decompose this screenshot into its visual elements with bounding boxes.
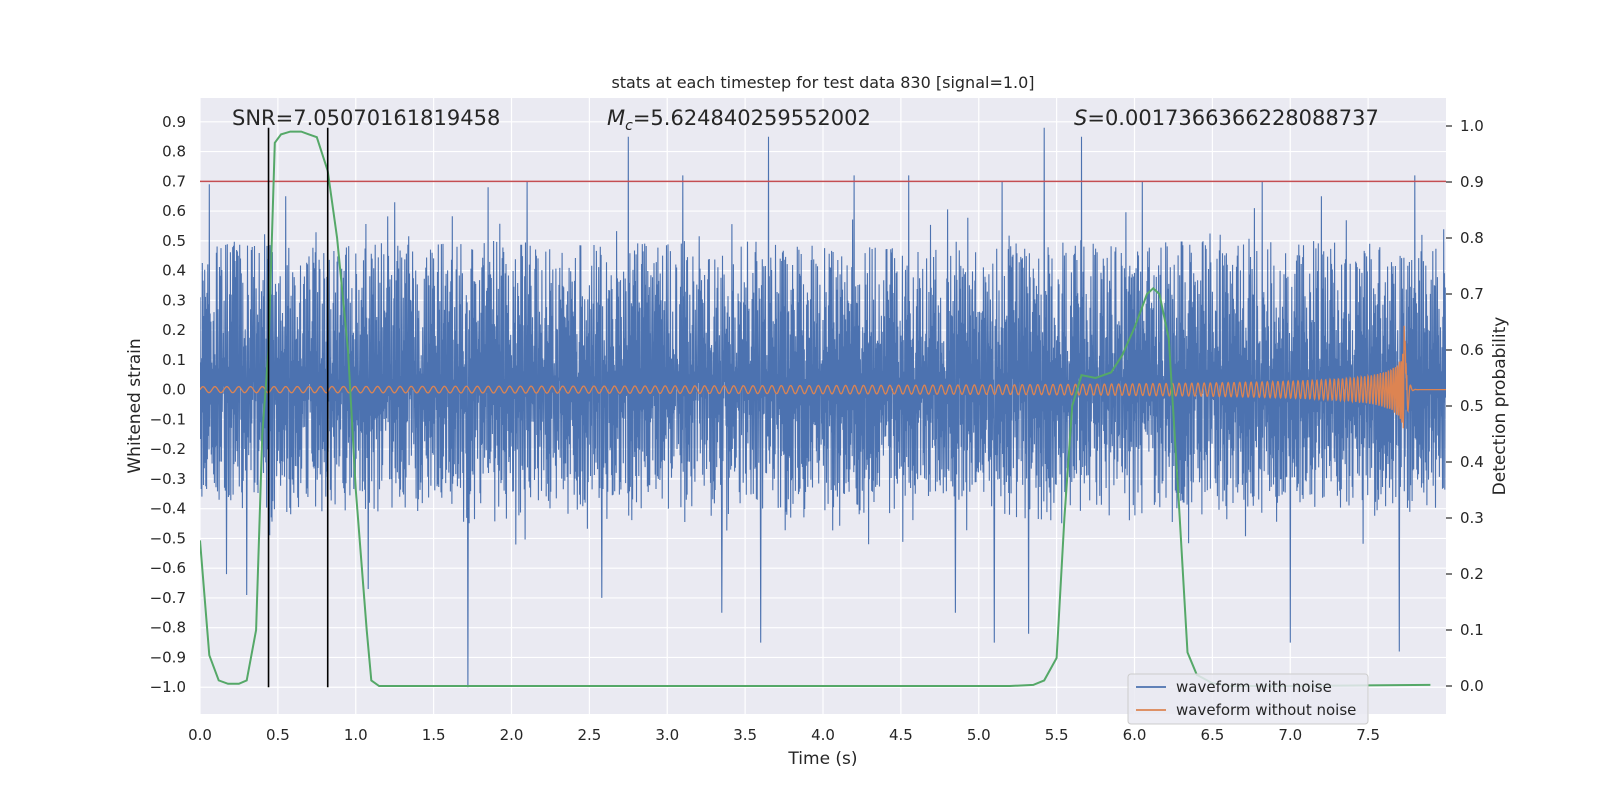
y-tick-label: −0.4	[150, 500, 186, 518]
y-tick-label: 0.1	[162, 351, 186, 369]
x-tick-label: 4.0	[811, 726, 835, 744]
x-tick-label: 7.0	[1278, 726, 1302, 744]
y-tick-label: −0.8	[150, 619, 186, 637]
noise-waveform-line	[200, 127, 1446, 688]
s-annotation: S=0.0017366366228088737	[1074, 106, 1379, 130]
window-markers	[267, 127, 329, 688]
x-tick-label: 3.0	[655, 726, 679, 744]
y-right-tick-label: 0.9	[1460, 173, 1484, 191]
y-right-tick-label: 0.2	[1460, 565, 1484, 583]
x-tick-label: 2.0	[500, 726, 524, 744]
x-tick-label: 6.5	[1200, 726, 1224, 744]
y-tick-label: −0.5	[150, 529, 186, 547]
y-tick-label: −0.2	[150, 440, 186, 458]
y-tick-label: −0.7	[150, 589, 186, 607]
legend-noise-label: waveform with noise	[1176, 678, 1332, 696]
clean-waveform-line	[200, 325, 1446, 429]
y-tick-label: −0.9	[150, 648, 186, 666]
y-tick-label: −0.6	[150, 559, 186, 577]
y-right-tick-label: 0.6	[1460, 341, 1484, 359]
y-tick-label: −0.3	[150, 470, 186, 488]
y-right-tick-labels: 1.0 0.9 0.8 0.7 0.6 0.5 0.4 0.3 0.2 0.1 0.0	[1446, 117, 1484, 695]
legend-clean-label: waveform without noise	[1176, 701, 1356, 719]
y-right-tick-label: 0.3	[1460, 509, 1484, 527]
legend-box	[1127, 673, 1369, 725]
s-value: =0.0017366366228088737	[1087, 106, 1379, 130]
x-tick-label: 5.0	[967, 726, 991, 744]
y-right-tick-label: 0.7	[1460, 285, 1484, 303]
x-tick-label: 1.0	[344, 726, 368, 744]
x-tick-label: 5.5	[1045, 726, 1069, 744]
y-tick-label: −0.1	[150, 410, 186, 428]
detection-probability-line	[200, 130, 1431, 687]
x-axis-label: Time (s)	[787, 749, 857, 769]
chart-title: stats at each timestep for test data 830…	[611, 73, 1034, 92]
y-tick-label: 0.9	[162, 113, 186, 131]
chirp-mass-value: =5.624840259552002	[633, 106, 871, 130]
x-tick-label: 2.5	[577, 726, 601, 744]
y-tick-labels: 0.9 0.8 0.7 0.6 0.5 0.4 0.3 0.2 0.1 0.0 −0.1 −0.2 −0…	[150, 113, 186, 696]
y-tick-label: 0.0	[162, 381, 186, 399]
x-tick-label: 3.5	[733, 726, 757, 744]
y-right-axis-label: Detection probability	[1490, 317, 1510, 496]
y-tick-label: −1.0	[150, 678, 186, 696]
y-tick-label: 0.4	[162, 262, 186, 280]
y-tick-label: 0.2	[162, 321, 186, 339]
chirp-mass-subscript: c	[625, 118, 633, 134]
y-tick-label: 0.7	[162, 172, 186, 190]
y-right-tick-label: 0.1	[1460, 621, 1484, 639]
y-right-tick-label: 0.4	[1460, 453, 1484, 471]
x-tick-label: 6.0	[1123, 726, 1147, 744]
s-symbol: S	[1074, 106, 1087, 130]
x-tick-label: 4.5	[889, 726, 913, 744]
y-tick-label: 0.6	[162, 202, 186, 220]
x-tick-label: 0.0	[188, 726, 212, 744]
y-tick-label: 0.3	[162, 291, 186, 309]
y-right-tick-label: 0.5	[1460, 397, 1484, 415]
y-right-tick-label: 0.8	[1460, 229, 1484, 247]
y-axis-label: Whitened strain	[125, 338, 145, 473]
x-tick-label: 7.5	[1356, 726, 1380, 744]
chirp-mass-symbol: M	[607, 106, 625, 130]
y-tick-label: 0.8	[162, 143, 186, 161]
snr-annotation: SNR=7.05070161819458	[232, 106, 500, 130]
x-tick-labels: 0.0 0.5 1.0 1.5 2.0 2.5 3.0 3.5 4.0 4.5 5.0 5.5 6.0 6…	[188, 726, 1380, 744]
y-right-tick-label: 1.0	[1460, 117, 1484, 135]
y-tick-label: 0.5	[162, 232, 186, 250]
chirp-mass-annotation: Mc=5.624840259552002	[607, 106, 871, 134]
x-tick-label: 1.5	[422, 726, 446, 744]
x-tick-label: 0.5	[266, 726, 290, 744]
y-right-tick-label: 0.0	[1460, 677, 1484, 695]
legend: waveform with noise waveform without noi…	[1127, 673, 1369, 725]
